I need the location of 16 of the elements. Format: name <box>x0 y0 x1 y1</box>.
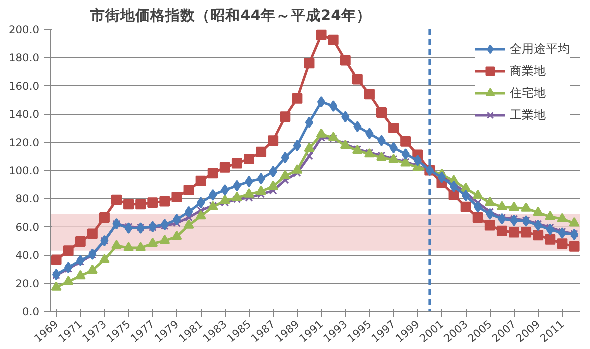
y-tick-label: 160.0 <box>8 80 40 93</box>
y-tick-label: 60.0 <box>16 220 40 234</box>
legend-label: 工業地 <box>510 106 546 124</box>
y-tick-label: 80.0 <box>16 192 40 206</box>
y-tick-label: 40.0 <box>16 249 40 262</box>
y-tick-label: 180.0 <box>8 52 40 65</box>
y-tick-label: 140.0 <box>8 108 40 122</box>
chart-title: 市街地価格指数（昭和44年～平成24年） <box>90 6 372 24</box>
legend-label: 住宅地 <box>510 84 546 102</box>
y-tick-label: 200.0 <box>8 24 40 36</box>
y-tick-label: 100.0 <box>8 164 40 178</box>
legend-label: 全用途平均 <box>510 40 570 58</box>
legend-label: 商業地 <box>510 62 546 80</box>
y-tick-label: 0.0 <box>22 306 40 318</box>
y-tick-label: 120.0 <box>8 136 40 150</box>
y-tick-label: 20.0 <box>16 277 40 290</box>
